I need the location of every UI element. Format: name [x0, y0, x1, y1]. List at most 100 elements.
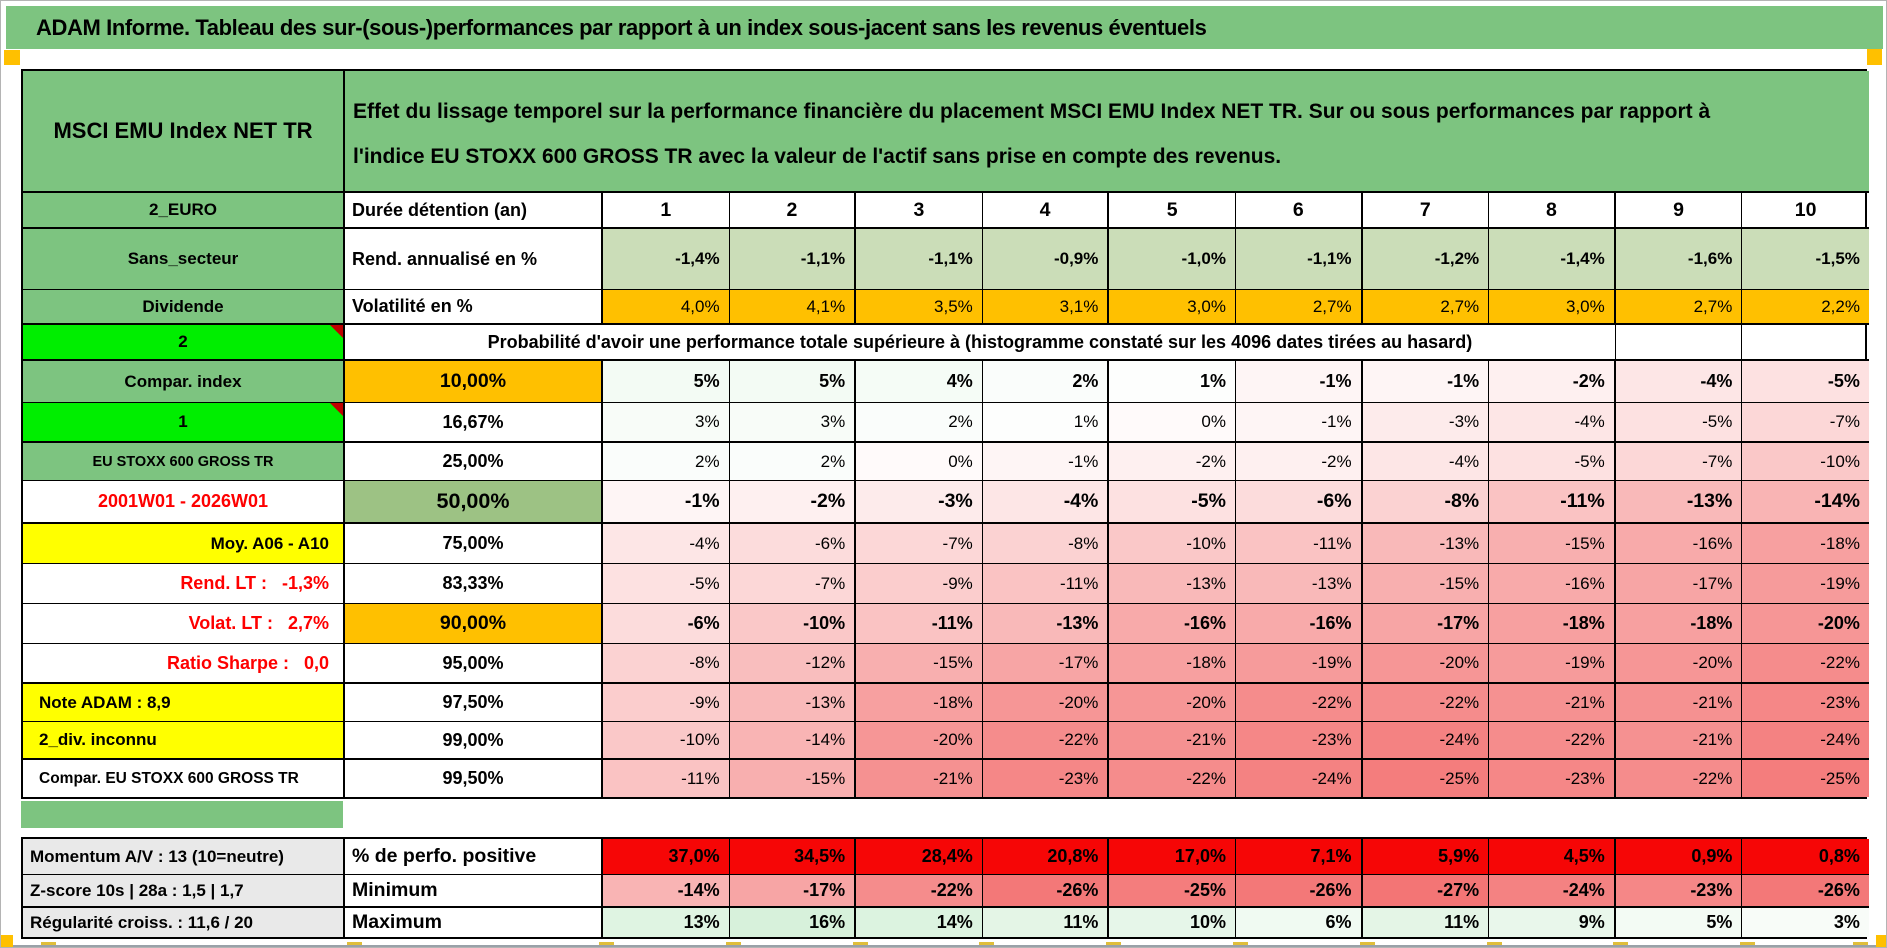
quantile-row-label[interactable]: 1 — [23, 403, 345, 443]
annualized-return-cell[interactable]: -1,1% — [729, 229, 857, 290]
positive-perf-cell[interactable]: 4,5% — [1489, 839, 1616, 875]
quantile-cell[interactable]: 83,33% — [345, 564, 603, 604]
performance-cell[interactable]: -13% — [1109, 564, 1236, 604]
positive-perf-cell[interactable]: 20,8% — [982, 839, 1110, 875]
stat-value-cell[interactable]: -26% — [1742, 875, 1869, 908]
performance-cell[interactable]: -4% — [1615, 361, 1743, 403]
performance-cell[interactable]: -2% — [1489, 361, 1616, 403]
performance-cell[interactable]: 5% — [603, 361, 730, 403]
performance-cell[interactable]: -16% — [1235, 604, 1363, 644]
positive-perf-cell[interactable]: 28,4% — [856, 839, 983, 875]
performance-cell[interactable]: -15% — [856, 644, 983, 684]
stat-value-cell[interactable]: -14% — [603, 875, 730, 908]
performance-cell[interactable]: -4% — [1489, 403, 1616, 443]
quantile-cell[interactable]: 10,00% — [345, 361, 603, 403]
volatility-cell[interactable]: 3,0% — [1489, 290, 1616, 325]
stat-value-cell[interactable]: -24% — [1489, 875, 1616, 908]
annualized-return-cell[interactable]: -1,0% — [1109, 229, 1236, 290]
volatility-cell[interactable]: 4,1% — [729, 290, 857, 325]
stat-row-label[interactable]: Z-score 10s | 28a : 1,5 | 1,7 — [23, 875, 345, 908]
performance-cell[interactable]: -5% — [1742, 361, 1869, 403]
performance-cell[interactable]: -16% — [1489, 564, 1616, 604]
duration-col-header[interactable]: 5 — [1109, 193, 1236, 229]
performance-cell[interactable]: -9% — [603, 684, 730, 722]
quantile-row-label[interactable]: 2001W01 - 2026W01 — [23, 481, 345, 524]
quantile-cell[interactable]: 16,67% — [345, 403, 603, 443]
positive-perf-cell[interactable]: 17,0% — [1109, 839, 1236, 875]
performance-cell[interactable]: 2% — [603, 443, 730, 481]
performance-cell[interactable]: -22% — [1742, 644, 1869, 684]
performance-cell[interactable]: -24% — [1362, 722, 1490, 760]
performance-cell[interactable]: -21% — [1109, 722, 1236, 760]
quantile-row-label[interactable]: 2_div. inconnu — [23, 722, 345, 760]
performance-cell[interactable]: -22% — [1615, 760, 1743, 797]
performance-cell[interactable]: -11% — [982, 564, 1110, 604]
header-description-cell[interactable]: Effet du lissage temporel sur la perform… — [345, 71, 1869, 193]
performance-cell[interactable]: -19% — [1742, 564, 1869, 604]
positive-perf-cell[interactable]: 34,5% — [729, 839, 857, 875]
stat-value-cell[interactable]: 11% — [1362, 908, 1490, 937]
row-label-cell[interactable]: Sans_secteur — [23, 229, 345, 290]
performance-cell[interactable]: 2% — [729, 443, 857, 481]
quantile-row-label[interactable]: Compar. index — [23, 361, 345, 403]
performance-cell[interactable]: 0% — [1109, 403, 1236, 443]
quantile-cell[interactable]: 99,50% — [345, 760, 603, 797]
duration-col-header[interactable]: 4 — [982, 193, 1110, 229]
performance-cell[interactable]: -8% — [1362, 481, 1490, 524]
performance-cell[interactable]: -4% — [603, 524, 730, 564]
row-label-cell[interactable]: 2_EURO — [23, 193, 345, 229]
stat-value-cell[interactable]: -17% — [729, 875, 857, 908]
performance-cell[interactable]: 0% — [856, 443, 983, 481]
performance-cell[interactable]: 2% — [856, 403, 983, 443]
stat-value-cell[interactable]: 6% — [1235, 908, 1363, 937]
performance-cell[interactable]: -18% — [1615, 604, 1743, 644]
performance-cell[interactable]: -20% — [856, 722, 983, 760]
performance-cell[interactable]: -5% — [1615, 403, 1743, 443]
stat-value-cell[interactable]: 11% — [982, 908, 1110, 937]
duration-header-cell[interactable]: Durée détention (an) — [345, 193, 603, 229]
annualized-return-cell[interactable]: -1,2% — [1362, 229, 1490, 290]
performance-cell[interactable]: -17% — [1615, 564, 1743, 604]
performance-cell[interactable]: 1% — [982, 403, 1110, 443]
performance-cell[interactable]: -6% — [603, 604, 730, 644]
annualized-return-cell[interactable]: -1,6% — [1615, 229, 1743, 290]
performance-cell[interactable]: -24% — [1235, 760, 1363, 797]
performance-cell[interactable]: -15% — [729, 760, 857, 797]
volatility-cell[interactable]: 2,2% — [1742, 290, 1869, 325]
positive-perf-cell[interactable]: 0,8% — [1742, 839, 1869, 875]
stat-value-cell[interactable]: -26% — [1235, 875, 1363, 908]
duration-col-header[interactable]: 1 — [603, 193, 730, 229]
stat-value-cell[interactable]: -25% — [1109, 875, 1236, 908]
performance-cell[interactable]: -25% — [1742, 760, 1869, 797]
volatility-cell[interactable]: 3,0% — [1109, 290, 1236, 325]
performance-cell[interactable]: -13% — [729, 684, 857, 722]
performance-cell[interactable]: -21% — [1615, 684, 1743, 722]
quantile-cell[interactable]: 75,00% — [345, 524, 603, 564]
duration-col-header[interactable]: 9 — [1615, 193, 1743, 229]
duration-col-header[interactable]: 7 — [1362, 193, 1490, 229]
performance-cell[interactable]: -19% — [1489, 644, 1616, 684]
positive-perf-cell[interactable]: 7,1% — [1235, 839, 1363, 875]
performance-cell[interactable]: -18% — [856, 684, 983, 722]
performance-cell[interactable]: -11% — [856, 604, 983, 644]
performance-cell[interactable]: -10% — [1742, 443, 1869, 481]
performance-cell[interactable]: -13% — [1235, 564, 1363, 604]
duration-col-header[interactable]: 10 — [1742, 193, 1869, 229]
stat-value-cell[interactable]: 5% — [1615, 908, 1743, 937]
annualized-return-cell[interactable]: -1,4% — [603, 229, 730, 290]
performance-cell[interactable]: -11% — [603, 760, 730, 797]
stat-metric-cell[interactable]: % de perfo. positive — [345, 839, 603, 875]
quantile-row-label[interactable]: Ratio Sharpe : 0,0 — [23, 644, 345, 684]
performance-cell[interactable]: -10% — [729, 604, 857, 644]
stat-value-cell[interactable]: 16% — [729, 908, 857, 937]
positive-perf-cell[interactable]: 5,9% — [1362, 839, 1490, 875]
performance-cell[interactable]: -16% — [1109, 604, 1236, 644]
stat-value-cell[interactable]: -26% — [982, 875, 1110, 908]
performance-cell[interactable]: -18% — [1742, 524, 1869, 564]
performance-cell[interactable]: -20% — [1742, 604, 1869, 644]
performance-cell[interactable]: -21% — [1615, 722, 1743, 760]
performance-cell[interactable]: -21% — [1489, 684, 1616, 722]
performance-cell[interactable]: -1% — [1362, 361, 1490, 403]
performance-cell[interactable]: 5% — [729, 361, 857, 403]
performance-cell[interactable]: -17% — [982, 644, 1110, 684]
